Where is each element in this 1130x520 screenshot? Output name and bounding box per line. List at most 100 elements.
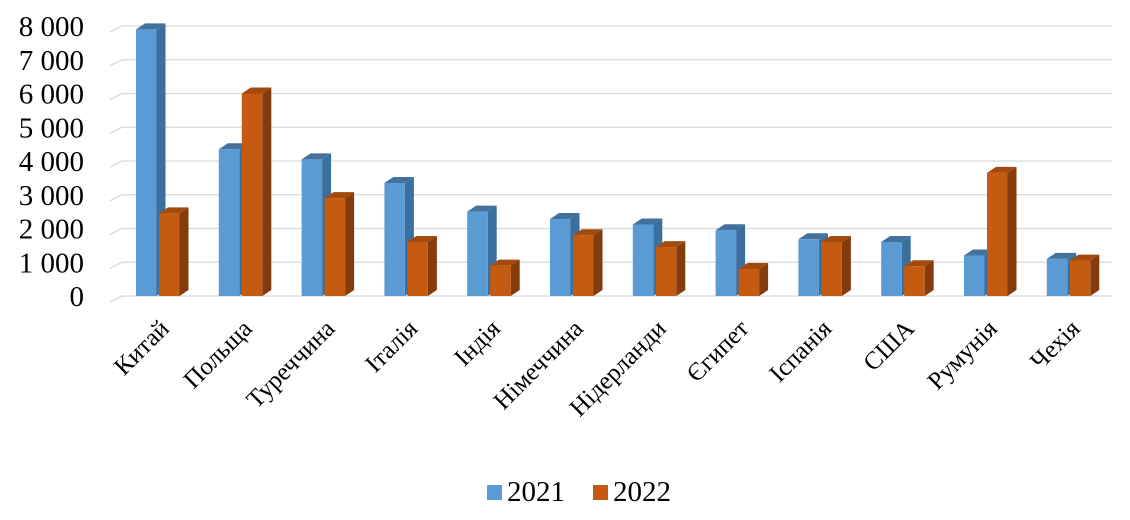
bar-top <box>738 263 769 269</box>
legend-swatch <box>593 485 608 500</box>
y-tick-label: 5 000 <box>19 112 84 144</box>
bar-front <box>1069 260 1091 296</box>
x-category-label: Італія <box>360 315 423 378</box>
bar-side <box>427 236 437 296</box>
bar-top <box>715 224 746 231</box>
bar-top <box>301 153 332 160</box>
bar-2022-9 <box>904 260 934 296</box>
bar-top <box>467 205 497 212</box>
bar-top <box>881 236 911 242</box>
bar-top <box>987 166 1017 173</box>
bar-top <box>490 259 520 266</box>
bar-front <box>798 239 819 296</box>
bar-front <box>904 266 925 296</box>
x-category-label: Чехія <box>1025 315 1085 375</box>
bar-top <box>1069 254 1100 261</box>
bar-side <box>593 229 603 296</box>
bar-front <box>407 242 428 296</box>
bar-2022-3 <box>407 236 437 296</box>
bar-front <box>467 211 488 296</box>
bar-2022-8 <box>821 236 851 296</box>
bar-front <box>964 255 985 296</box>
bar-top <box>904 260 934 267</box>
bar-top <box>241 87 272 94</box>
legend-label: 2022 <box>613 476 671 508</box>
bar-front <box>715 230 737 296</box>
y-tick-label: 0 <box>70 281 85 313</box>
bar-top <box>1046 252 1077 259</box>
gridline <box>109 59 1112 67</box>
legend-item-2022: 2022 <box>593 476 671 508</box>
x-category-label: США <box>858 315 919 376</box>
bar-side <box>924 260 934 296</box>
bar-side <box>1090 254 1100 296</box>
bar-side <box>510 259 520 296</box>
gridlines <box>109 25 1112 303</box>
bar-2022-11 <box>1069 254 1100 296</box>
y-tick-label: 7 000 <box>19 45 84 77</box>
bar-front <box>136 29 157 296</box>
bar-side <box>1007 166 1017 296</box>
bar-2022-6 <box>655 241 686 296</box>
bar-front <box>573 235 594 296</box>
bar-2021-0 <box>136 23 166 296</box>
bar-side <box>179 207 189 296</box>
bar-side <box>841 236 851 296</box>
gridline <box>109 126 1112 134</box>
x-category-label: Туреччина <box>242 315 341 414</box>
gridline <box>109 295 1112 303</box>
bar-front <box>159 213 180 296</box>
y-tick-label: 2 000 <box>19 214 84 246</box>
y-tick-label: 1 000 <box>19 247 84 279</box>
bar-front <box>550 219 571 296</box>
bar-front <box>738 269 760 296</box>
bar-front <box>218 149 240 296</box>
bar-top <box>218 143 249 150</box>
bar-front <box>241 93 263 296</box>
bar-front <box>632 224 654 296</box>
bar-side <box>676 241 686 296</box>
bar-top <box>964 249 994 256</box>
bar-2022-5 <box>573 229 603 296</box>
gridline <box>109 25 1112 33</box>
bar-top <box>655 241 686 248</box>
x-category-label: Китай <box>109 315 175 381</box>
gridline <box>109 160 1112 168</box>
bar-top <box>136 23 166 30</box>
bar-2022-10 <box>987 166 1017 296</box>
bar-2022-4 <box>490 259 520 296</box>
bar-front <box>655 247 677 296</box>
bar-top <box>821 236 851 242</box>
bar-front <box>821 242 842 296</box>
bar-front <box>987 172 1008 296</box>
bar-side <box>262 87 272 296</box>
bar-2022-0 <box>159 207 189 296</box>
y-tick-label: 6 000 <box>19 79 84 111</box>
x-category-label: Іспанія <box>764 315 837 388</box>
legend-swatch <box>487 485 502 500</box>
bar-front <box>324 198 346 296</box>
gridline <box>109 227 1112 236</box>
bar-2022-2 <box>324 192 355 296</box>
bar-top <box>632 218 663 225</box>
bar-front <box>301 159 323 296</box>
x-category-label: Румунія <box>923 315 1003 395</box>
bar-side <box>345 192 355 296</box>
x-category-label: Польща <box>179 315 258 394</box>
bar-front <box>881 242 902 296</box>
bar-front <box>490 265 511 296</box>
legend-item-2021: 2021 <box>487 476 565 508</box>
bar-2021-2 <box>301 153 332 296</box>
y-tick-label: 4 000 <box>19 146 84 178</box>
bar-2022-1 <box>241 87 272 296</box>
gridline <box>109 92 1112 101</box>
bar-top <box>159 207 189 214</box>
bar-front <box>1046 258 1068 296</box>
bar-top <box>550 213 580 220</box>
bar-top <box>798 233 828 240</box>
bar-top <box>407 236 437 242</box>
x-category-label: Єгипет <box>682 315 755 388</box>
